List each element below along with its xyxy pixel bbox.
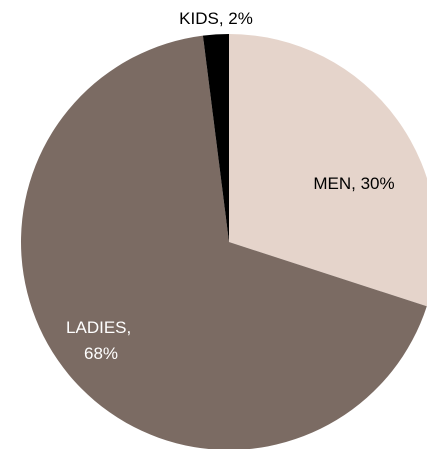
slice-label-kids: KIDS, 2%	[179, 9, 253, 28]
slice-label-men: MEN, 30%	[313, 174, 394, 193]
slice-label-ladies-line-1: LADIES,	[66, 318, 131, 337]
slice-label-kids-line-1: KIDS, 2%	[179, 9, 253, 28]
pie-slice-ladies	[21, 35, 427, 449]
pie-labels: MEN, 30% LADIES, 68% KIDS, 2%	[66, 9, 395, 363]
slice-label-ladies: LADIES, 68%	[66, 318, 136, 363]
slice-label-men-line-1: MEN, 30%	[313, 174, 394, 193]
pie-slices	[21, 34, 427, 449]
pie-slice-kids	[202, 34, 229, 242]
pie-slice-men	[229, 34, 427, 307]
slice-label-ladies-line-2: 68%	[84, 344, 118, 363]
